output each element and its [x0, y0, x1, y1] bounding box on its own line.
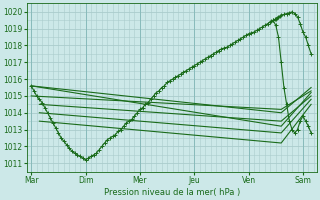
X-axis label: Pression niveau de la mer( hPa ): Pression niveau de la mer( hPa ) — [104, 188, 240, 197]
